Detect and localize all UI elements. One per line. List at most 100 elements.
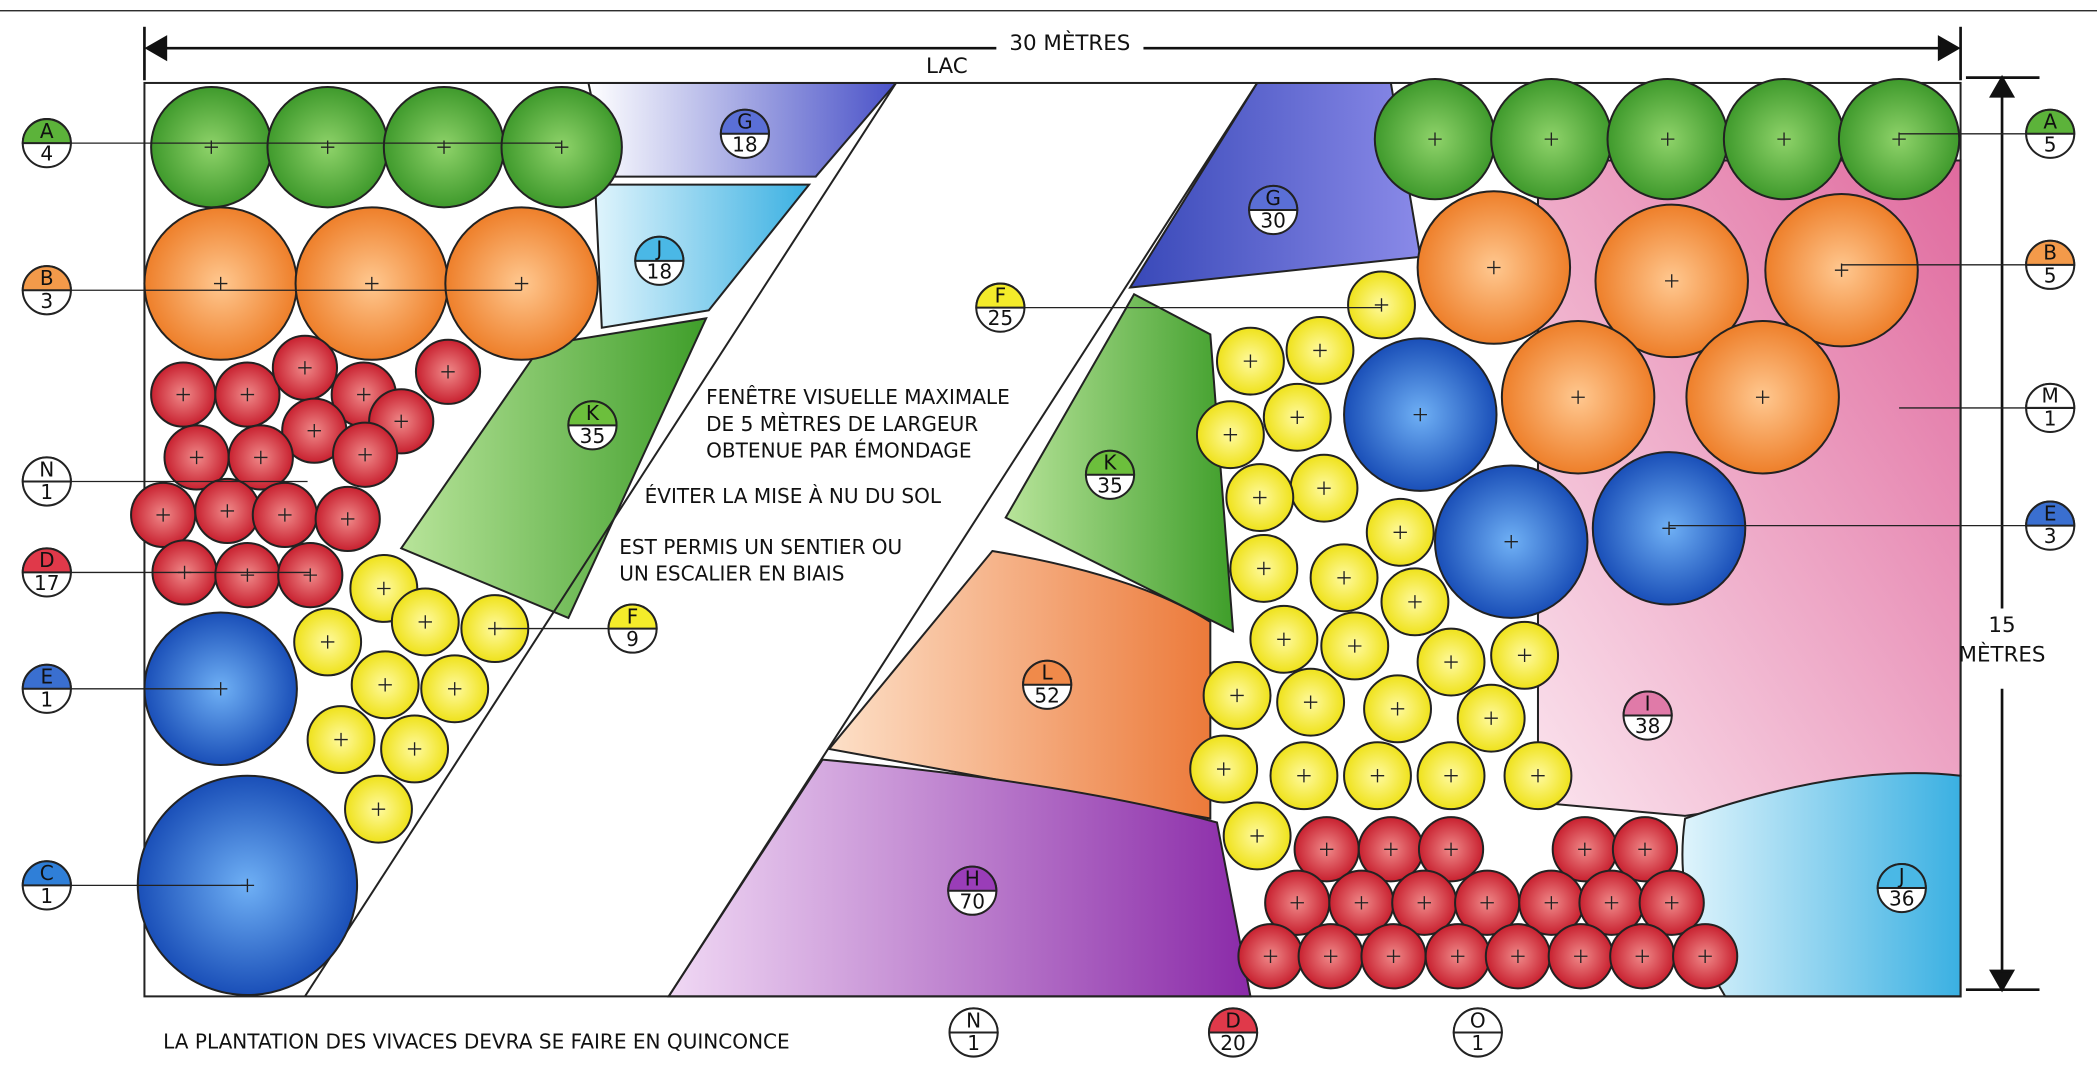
note: EST PERMIS UN SENTIER OU — [619, 535, 902, 559]
tag-count: 3 — [2044, 524, 2057, 548]
tag-top — [607, 603, 658, 630]
tag-letter: K — [586, 401, 600, 425]
plant-center — [1390, 702, 1405, 716]
plant-center — [341, 512, 355, 526]
plant-center — [1638, 842, 1652, 856]
width-label: 30 MÈTRES — [1009, 30, 1130, 56]
plant-center — [378, 678, 392, 692]
plant-center — [1428, 132, 1442, 146]
tag-letter: L — [1042, 661, 1054, 685]
tag-count: 3 — [40, 289, 53, 313]
tag-count: 18 — [647, 259, 673, 283]
tag-count: 20 — [1220, 1031, 1246, 1055]
tag-count: 5 — [2044, 132, 2057, 156]
tag-letter: E — [40, 665, 53, 689]
tag-top — [21, 265, 72, 292]
tag-letter: K — [1103, 451, 1117, 475]
plant-center — [365, 276, 379, 291]
plant-center — [298, 361, 312, 375]
plant-center — [358, 448, 372, 462]
tag-letter: B — [40, 266, 54, 290]
tag-top — [21, 663, 72, 690]
tag-top — [567, 400, 618, 427]
tag-count: 25 — [988, 306, 1014, 330]
tag-count: 1 — [40, 480, 53, 504]
tag-top — [21, 118, 72, 145]
plant-center — [1230, 688, 1244, 703]
tag-count: 18 — [732, 132, 758, 156]
tag-letter: H — [965, 867, 980, 891]
tag-count: 35 — [580, 424, 606, 448]
tag-letter: J — [654, 237, 662, 261]
plant-center — [1517, 648, 1532, 663]
plant-center — [303, 568, 317, 582]
plant-center — [156, 508, 170, 522]
tag-top — [21, 547, 72, 574]
tag-count: 1 — [967, 1031, 980, 1055]
note: FENÊTRE VISUELLE MAXIMALE — [706, 385, 1010, 409]
tag-count: 30 — [1260, 209, 1286, 233]
plant-center — [1604, 896, 1619, 910]
tag-top — [948, 1007, 999, 1034]
plant-center — [254, 450, 268, 465]
plant-center — [1386, 949, 1401, 963]
plant-center — [1504, 534, 1518, 549]
plant-center — [1444, 842, 1458, 856]
plant-center — [1665, 274, 1679, 288]
plant-center — [1544, 896, 1559, 910]
tag-letter: C — [40, 861, 54, 885]
plant-center — [1578, 842, 1592, 856]
tag-letter: O — [1470, 1008, 1486, 1032]
plant-center — [1384, 842, 1398, 856]
tag-top — [975, 282, 1026, 309]
tag-top — [2025, 108, 2076, 135]
plant-center — [1487, 260, 1501, 275]
plant-center — [1661, 132, 1675, 146]
note: ÉVITER LA MISE À NU DU SOL — [645, 484, 942, 508]
tag-letter: A — [40, 119, 54, 143]
tag-letter: M — [2042, 384, 2059, 408]
dimension-lines — [0, 10, 2097, 993]
plant-center — [213, 276, 228, 291]
tags: A4B3N1D17E1C1G18J18K35F9G30F25K35L52H70N… — [21, 108, 2076, 1058]
tag-count: 5 — [2044, 263, 2057, 287]
tag-count: 38 — [1635, 714, 1661, 738]
plant-center — [1290, 896, 1304, 910]
tag-top — [1622, 690, 1673, 717]
plant-center — [1444, 769, 1458, 783]
plant-center — [1277, 632, 1291, 646]
plant-center — [441, 365, 455, 379]
plant-center — [1290, 410, 1304, 424]
tag-letter: E — [2044, 501, 2057, 525]
plant-center — [1417, 896, 1431, 910]
plant-center — [307, 423, 321, 438]
tag-count: 36 — [1889, 887, 1915, 911]
plant-center — [1480, 896, 1494, 910]
plant-center — [1531, 769, 1545, 783]
note: DE 5 MÈTRES DE LARGEUR — [706, 412, 978, 436]
plant-center — [1250, 829, 1264, 843]
plant-center — [1313, 343, 1327, 358]
plant-center — [1303, 695, 1318, 709]
plant-center — [1217, 762, 1231, 776]
plant-center — [1574, 949, 1588, 963]
plant-center — [407, 742, 422, 756]
height-unit: MÈTRES — [1959, 641, 2046, 667]
tag-letter: G — [737, 110, 753, 134]
plant-center — [1777, 132, 1791, 146]
tag-letter: N — [966, 1008, 981, 1032]
tag-count: 35 — [1097, 473, 1123, 497]
plants — [130, 77, 1961, 997]
tag-top — [634, 235, 685, 262]
tag-top — [2025, 382, 2076, 409]
plant-center — [1317, 481, 1331, 495]
tag-letter: B — [2043, 241, 2057, 265]
plant-center — [189, 450, 204, 465]
tag-top — [1452, 1007, 1503, 1034]
tag-top — [1248, 185, 1299, 212]
plant-center — [278, 508, 292, 522]
tag-top — [21, 860, 72, 887]
plant-center — [1662, 521, 1676, 535]
tag-letter: G — [1265, 186, 1281, 210]
plant-center — [240, 568, 255, 582]
